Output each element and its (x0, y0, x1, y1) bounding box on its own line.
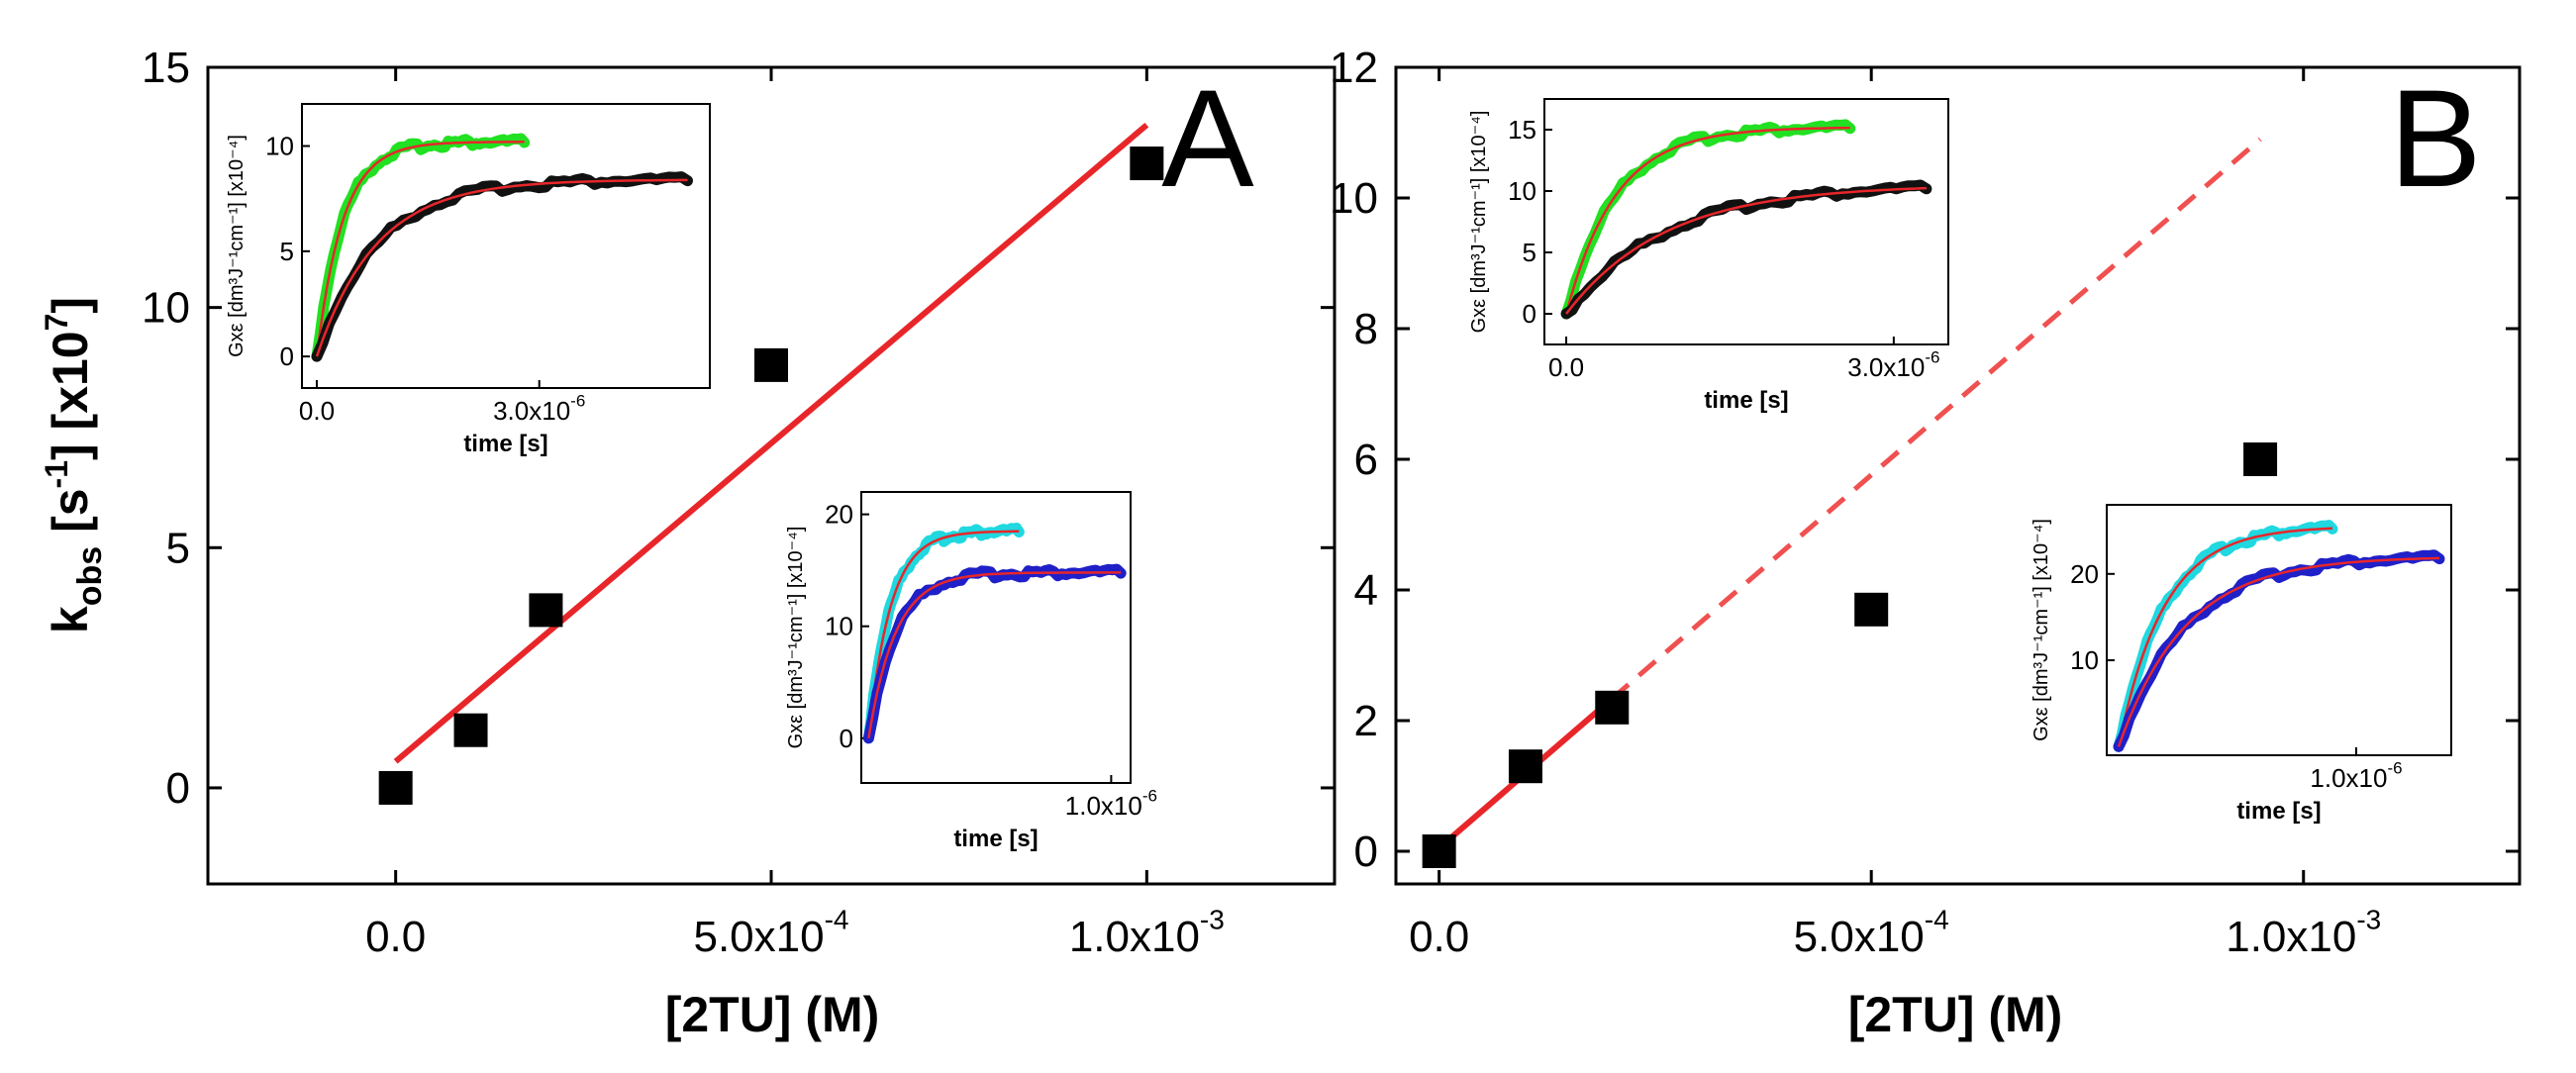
data-point (1422, 834, 1456, 868)
inset-y-axis-label: Gxε [dm³J⁻¹cm⁻¹] [x10⁻⁴] (2031, 519, 2052, 741)
inset-y-axis-label: Gxε [dm³J⁻¹cm⁻¹] [x10⁻⁴] (1468, 111, 1490, 334)
data-point (2243, 442, 2278, 476)
green-trace-fit (315, 141, 525, 357)
inset-y-tick-label: 5 (1523, 238, 1536, 267)
data-point (378, 770, 413, 805)
x-tick-label: 1.0x10-3 (2226, 905, 2381, 961)
inset-x-axis-label: time [s] (2236, 798, 2321, 825)
green-trace-fit (1564, 126, 1850, 315)
inset-y-tick-label: 0 (280, 341, 294, 371)
black-trace-fit (1565, 186, 1927, 315)
inset-y-tick-label: 20 (825, 500, 853, 530)
panel-b-x-axis-label: [2TU] (M) (1848, 987, 2063, 1042)
data-point (1854, 592, 1889, 627)
y-tick-label: 6 (1354, 436, 1378, 484)
inset-y-tick-label: 20 (2070, 559, 2099, 589)
panel-a-letter: A (1161, 60, 1254, 216)
fit-line-dashed (1610, 137, 2262, 701)
inset-frame (2106, 504, 2452, 756)
data-point (1130, 146, 1164, 181)
panel-b-frame (1394, 65, 2522, 886)
y-tick-label: 0 (1354, 828, 1378, 876)
y-tick-label: 2 (1354, 697, 1378, 745)
y-tick-label: 4 (1354, 566, 1378, 615)
panel-a-x-axis-label: [2TU] (M) (665, 987, 880, 1042)
inset-y-tick-label: 10 (265, 132, 294, 161)
blue-trace-fit (2117, 556, 2440, 747)
inset-a-lower: 0 10 20 1.0x10-6 time [s] Gxε [dm³J⁻¹cm⁻¹] [x… (785, 491, 1157, 852)
inset-x-axis-label: time [s] (953, 826, 1038, 852)
data-point (529, 593, 563, 628)
y-tick-label: 12 (1330, 44, 1378, 92)
inset-frame (1543, 98, 1949, 345)
y-tick-label: 0 (166, 764, 190, 813)
x-tick-label: 0.0 (1409, 913, 1469, 961)
inset-x-tick-label: 1.0x10-6 (2310, 758, 2402, 793)
inset-y-axis-label: Gxε [dm³J⁻¹cm⁻¹] [x10⁻⁴] (785, 527, 807, 749)
cyan-trace-fit (2117, 527, 2333, 747)
inset-x-tick-label: 3.0x10-6 (1847, 347, 1939, 382)
inset-x-tick-label: 1.0x10-6 (1065, 786, 1157, 821)
inset-x-axis-label: time [s] (1704, 387, 1788, 414)
inset-y-tick-label: 15 (1508, 115, 1536, 145)
inset-y-tick-label: 10 (825, 612, 853, 641)
inset-y-tick-label: 5 (280, 237, 294, 266)
data-point (754, 347, 788, 382)
x-tick-label: 0.0 (365, 913, 426, 961)
inset-x-axis-label: time [s] (463, 431, 547, 457)
inset-y-axis-label: Gxε [dm³J⁻¹cm⁻¹] [x10⁻⁴] (226, 135, 248, 357)
data-point (1595, 690, 1630, 725)
x-tick-label: 5.0x10-4 (1794, 905, 1949, 961)
data-point (1508, 749, 1542, 784)
inset-b-lower: 10 20 1.0x10-6 time [s] Gxε [dm³J⁻¹cm⁻¹] [x1… (2031, 504, 2452, 825)
fit-line (393, 122, 1149, 764)
panel-b-letter: B (2389, 60, 2481, 216)
panel-a-y-axis-label: kobs [s-1] [x107] (39, 297, 109, 634)
x-tick-label: 5.0x10-4 (693, 905, 848, 961)
y-tick-label: 10 (142, 284, 190, 333)
inset-y-tick-label: 0 (1523, 299, 1536, 329)
y-tick-label: 15 (142, 44, 190, 92)
inset-x-tick-label: 3.0x10-6 (493, 391, 585, 426)
inset-x-tick-label: 0.0 (299, 396, 335, 426)
inset-frame (860, 491, 1132, 784)
x-tick-label: 1.0x10-3 (1069, 905, 1225, 961)
inset-a-upper: 0 5 10 0.0 3.0x10-6 time [s] Gxε [dm³J⁻¹cm⁻¹] … (226, 103, 711, 457)
inset-y-tick-label: 0 (840, 724, 853, 753)
inset-x-tick-label: 0.0 (1548, 352, 1584, 382)
y-tick-label: 10 (1330, 174, 1378, 223)
inset-y-tick-label: 10 (2070, 645, 2099, 675)
black-trace-fit (315, 178, 688, 357)
panel-b: 0 2 4 6 8 10 12 0.0 5.0x10-4 1.0x10-3 [2TU] (M) B 0 5… (1330, 44, 2522, 1042)
blue-trace-fit (867, 571, 1122, 739)
data-point (453, 713, 488, 747)
y-tick-label: 5 (166, 524, 190, 572)
inset-b-upper: 0 5 10 15 0.0 3.0x10-6 time [s] Gxε [dm³J⁻¹cm⁻¹… (1468, 98, 1949, 414)
y-tick-label: 8 (1354, 305, 1378, 353)
inset-y-tick-label: 10 (1508, 176, 1536, 206)
cyan-trace-fit (867, 530, 1020, 738)
